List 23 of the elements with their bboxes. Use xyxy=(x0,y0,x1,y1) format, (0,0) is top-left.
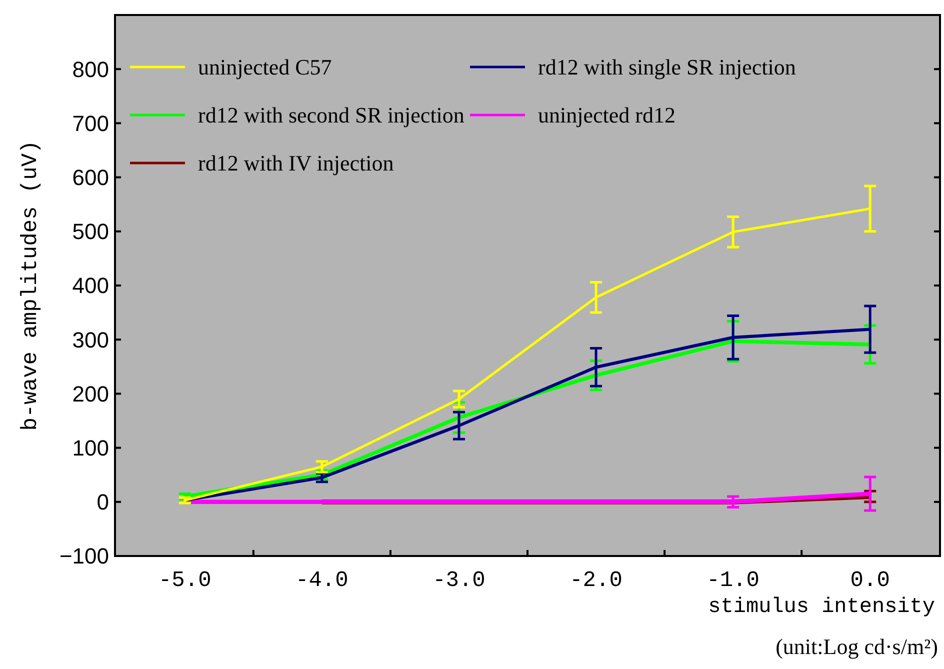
x-tick-label: 0.0 xyxy=(850,568,890,593)
x-axis-title: stimulus intensity (unit:Log cd·s/m²) xyxy=(708,596,938,659)
x-tick-label: -3.0 xyxy=(432,568,486,593)
y-tick-label: 500 xyxy=(72,219,109,244)
legend-label: uninjected C57 xyxy=(198,54,332,80)
y-tick-label: 400 xyxy=(72,273,109,298)
legend-label: rd12 with IV injection xyxy=(198,150,394,176)
y-tick-label: 300 xyxy=(72,327,109,352)
y-tick-label: 800 xyxy=(72,56,109,82)
x-tick-label: -5.0 xyxy=(158,568,212,593)
legend-label: uninjected rd12 xyxy=(538,102,676,128)
x-tick-label: -1.0 xyxy=(706,568,760,593)
legend-label: rd12 with second SR injection xyxy=(198,102,464,128)
y-axis-title: b-wave amplitudes (uV) xyxy=(18,140,43,431)
y-tick-label: −100 xyxy=(59,544,109,569)
legend-label: rd12 with single SR injection xyxy=(538,54,796,80)
y-tick-label: 700 xyxy=(72,110,109,136)
y-tick-label: 100 xyxy=(72,436,109,460)
y-tick-label: 0 xyxy=(96,490,109,515)
x-tick-label: -4.0 xyxy=(296,568,348,593)
x-tick-label: -2.0 xyxy=(570,568,622,593)
y-tick-label: 600 xyxy=(72,165,109,190)
y-tick-label: 200 xyxy=(72,381,109,406)
